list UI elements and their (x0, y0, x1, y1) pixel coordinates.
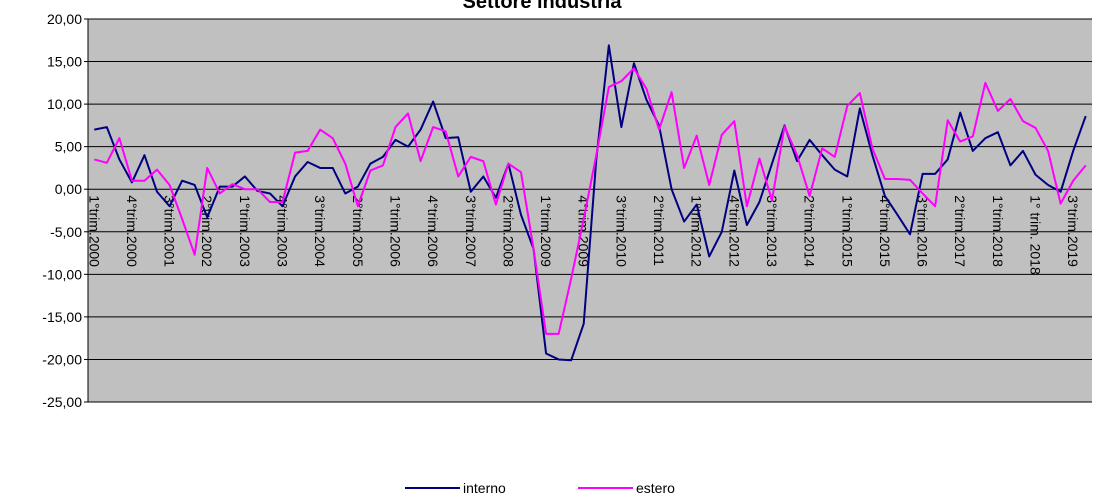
y-tick-label: -20,00 (42, 351, 82, 367)
x-tick-label: 4°trim.2012 (726, 195, 742, 267)
plot-area (88, 19, 1092, 402)
x-tick-label: 1°trim.2003 (237, 195, 253, 267)
x-tick-label: 3°trim.2001 (162, 195, 178, 267)
x-tick-label: 3°trim.2004 (312, 195, 328, 267)
x-tick-label: 2°trim.2008 (500, 195, 516, 267)
y-tick-label: 20,00 (47, 11, 82, 27)
x-tick-label: 1° trim. 2018 (1028, 195, 1044, 275)
y-tick-label: 5,00 (55, 139, 82, 155)
x-tick-label: 3°trim.2016 (915, 195, 931, 267)
x-tick-label: 4°trim.2009 (576, 195, 592, 267)
x-tick-label: 2°trim.2014 (802, 195, 818, 267)
x-tick-label: 1°trim.2006 (387, 195, 403, 267)
x-tick-label: 2°trim.2005 (350, 195, 366, 267)
x-tick-label: 3°trim.2010 (613, 195, 629, 267)
y-tick-label: -15,00 (42, 309, 82, 325)
data-line (94, 67, 1087, 335)
x-tick-label: 4°trim.2003 (275, 195, 291, 267)
y-tick-label: -10,00 (42, 266, 82, 282)
x-tick-label: 2°trim.2002 (199, 195, 215, 267)
x-tick-label: 1°trim.2012 (689, 195, 705, 267)
y-tick-label: -25,00 (42, 394, 82, 410)
y-tick-label: 10,00 (47, 96, 82, 112)
x-tick-label: 3°trim.2007 (463, 195, 479, 267)
legend-label: interno (463, 480, 506, 495)
x-tick-label: 2°trim.2017 (952, 195, 968, 267)
legend-label: estero (636, 480, 675, 495)
chart-title: Settore industria (463, 0, 623, 13)
x-tick-label: 1°trim.2015 (839, 195, 855, 267)
x-tick-label: 4°trim.2015 (877, 195, 893, 267)
y-tick-label: 15,00 (47, 54, 82, 70)
y-tick-label: -5,00 (50, 224, 82, 240)
x-tick-label: 1°trim.2009 (538, 195, 554, 267)
x-tick-label: 1°trim.2000 (86, 195, 102, 267)
y-tick-label: 0,00 (55, 181, 82, 197)
x-tick-label: 3°trim.2013 (764, 195, 780, 267)
x-tick-label: 4°trim.2006 (425, 195, 441, 267)
x-tick-label: 2°trim.2011 (651, 195, 667, 266)
x-tick-label: 1°trim.2018 (990, 195, 1006, 267)
x-tick-label: 3°trim.2019 (1065, 195, 1081, 267)
x-tick-label: 4°trim.2000 (124, 195, 140, 267)
